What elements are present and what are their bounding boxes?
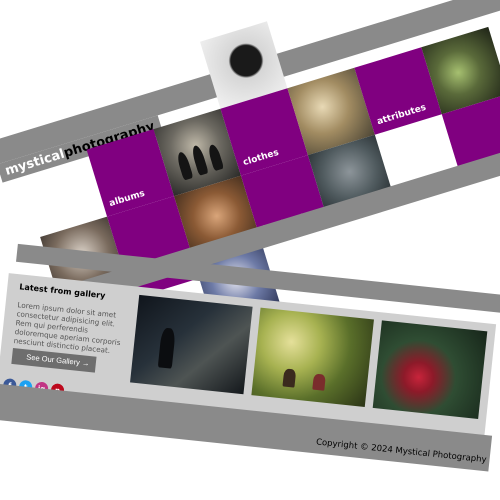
gallery-description: Lorem ipsum dolor sit amet consectetur a… xyxy=(13,300,122,356)
gallery-image-night-forest[interactable] xyxy=(130,294,253,395)
gallery-image-red-dress[interactable] xyxy=(372,320,488,419)
header-mosaic: mysticalphotography albums clothes attri… xyxy=(0,0,500,330)
gallery-title: Latest from gallery xyxy=(18,282,106,301)
nav-label-attributes: attributes xyxy=(375,102,428,128)
gallery-image-couple-meadow[interactable] xyxy=(251,307,374,408)
